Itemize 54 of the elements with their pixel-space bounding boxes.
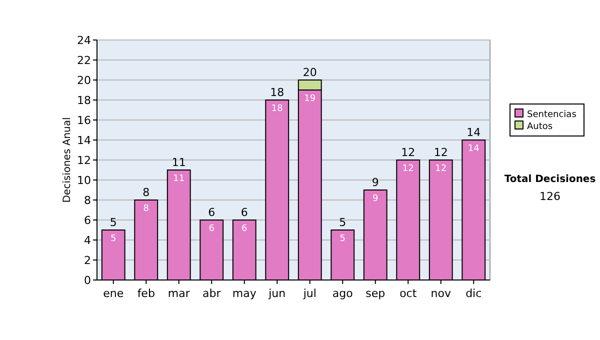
x-tick-label: abr: [202, 287, 222, 300]
x-tick-label: ene: [103, 287, 124, 300]
data-label: 12: [402, 164, 414, 174]
total-label: 9: [372, 176, 379, 189]
total-label: 6: [240, 206, 248, 219]
x-tick-label: sep: [366, 287, 386, 300]
y-axis-title: Decisiones Anual: [62, 117, 73, 203]
data-label: 5: [110, 234, 116, 244]
data-label: 12: [435, 164, 447, 174]
y-tick-label: 8: [84, 194, 91, 207]
y-tick-label: 10: [77, 174, 91, 187]
data-label: 14: [468, 144, 480, 154]
text: 126: [540, 190, 560, 203]
data-label: 6: [208, 224, 215, 234]
total-label: 12: [434, 146, 448, 159]
data-label: 6: [242, 224, 248, 234]
data-label: 11: [173, 174, 185, 184]
legend-label: Autos: [527, 122, 553, 132]
total-label: 18: [270, 86, 284, 99]
legend-label: Sentencias: [527, 110, 577, 120]
x-tick-label: may: [232, 287, 257, 300]
data-label: 5: [340, 234, 346, 244]
y-tick-label: 14: [77, 134, 91, 147]
y-tick-label: 18: [77, 94, 91, 107]
y-tick-label: 24: [77, 34, 91, 47]
total-label: 5: [110, 216, 117, 229]
y-tick-label: 22: [77, 54, 91, 67]
total-label: 11: [172, 156, 186, 169]
total-label: 6: [208, 206, 216, 219]
total-label: 14: [466, 126, 481, 139]
y-tick-label: 20: [77, 74, 91, 87]
total-label: 8: [142, 186, 150, 199]
data-label: 9: [372, 194, 379, 204]
data-label: 8: [143, 204, 150, 214]
total-label: 20: [302, 66, 317, 79]
x-tick-label: feb: [137, 287, 155, 300]
x-tick-label: ago: [332, 287, 354, 300]
text: Total Decisiones: [504, 174, 596, 185]
x-tick-label: jul: [302, 287, 316, 300]
y-tick-label: 6: [84, 214, 91, 227]
total-label: 12: [401, 146, 416, 159]
data-label: 19: [304, 94, 316, 104]
y-tick-label: 2: [84, 254, 91, 267]
x-tick-label: dic: [466, 287, 482, 300]
total-label: 5: [339, 216, 346, 229]
x-tick-label: nov: [430, 287, 452, 300]
y-tick-label: 0: [84, 274, 91, 287]
y-tick-label: 4: [84, 234, 91, 247]
x-tick-label: oct: [400, 287, 418, 300]
x-tick-label: jun: [268, 287, 286, 300]
x-tick-label: mar: [168, 287, 190, 300]
data-label: 18: [271, 104, 284, 114]
y-tick-label: 16: [77, 114, 91, 127]
y-tick-label: 12: [77, 154, 91, 167]
